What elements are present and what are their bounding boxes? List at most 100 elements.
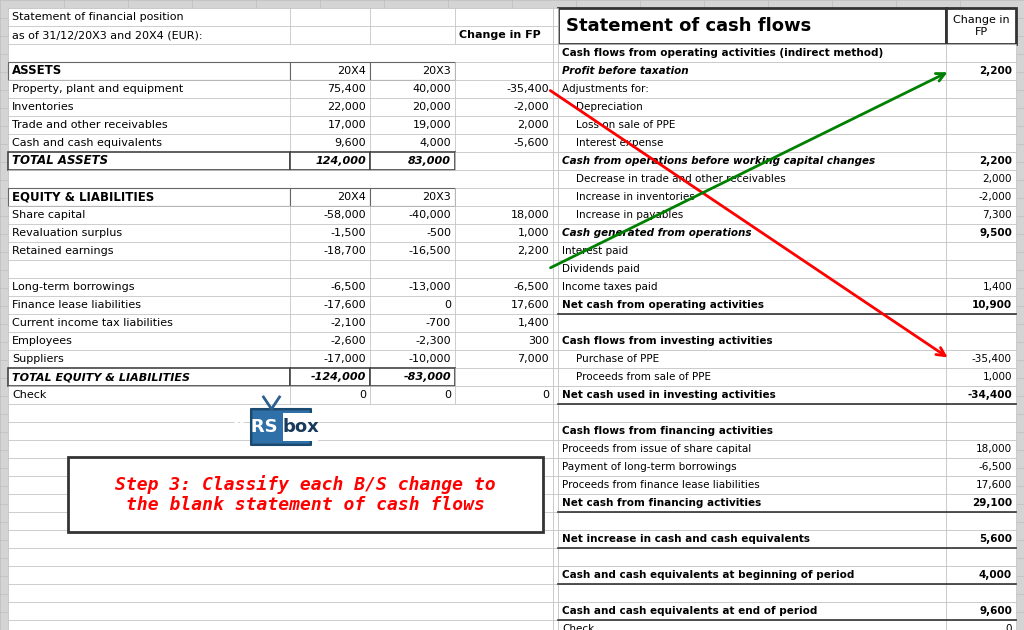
Text: -6,500: -6,500 [331,282,366,292]
Text: IFRS: IFRS [232,418,279,436]
Text: Loss on sale of PPE: Loss on sale of PPE [575,120,676,130]
Text: 7,300: 7,300 [982,210,1012,220]
Text: 1,000: 1,000 [517,228,549,238]
Bar [553,440,558,458]
Bar [946,602,1016,620]
Text: 17,000: 17,000 [328,120,366,130]
Bar [8,152,290,170]
Text: -500: -500 [426,228,451,238]
Bar [290,332,370,350]
Text: 18,000: 18,000 [510,210,549,220]
Text: 0: 0 [444,300,451,310]
Text: Net cash from operating activities: Net cash from operating activities [562,300,764,310]
Bar [553,188,558,206]
Text: Property, plant and equipment: Property, plant and equipment [12,84,183,94]
Text: -18,700: -18,700 [324,246,366,256]
Bar [455,62,553,80]
Text: Cash flows from investing activities: Cash flows from investing activities [562,336,773,346]
Bar [946,584,1016,602]
Bar [558,350,946,368]
Bar [553,332,558,350]
Text: Inventories: Inventories [12,102,75,112]
Text: Change in FP: Change in FP [459,30,541,40]
Text: -6,500: -6,500 [513,282,549,292]
Text: 1,400: 1,400 [517,318,549,328]
Bar [553,350,558,368]
Bar [946,512,1016,530]
Bar [553,386,558,404]
Bar [370,260,455,278]
Bar [946,224,1016,242]
Bar [8,422,553,440]
Text: 17,600: 17,600 [510,300,549,310]
Text: Net increase in cash and cash equivalents: Net increase in cash and cash equivalent… [562,534,810,544]
Bar [290,278,370,296]
Text: Step 3: Classify each B/S change to
the blank statement of cash flows: Step 3: Classify each B/S change to the … [115,474,496,514]
Bar [8,512,553,530]
Bar [553,170,558,188]
Text: Decrease in trade and other receivables: Decrease in trade and other receivables [575,174,785,184]
Text: Statement of cash flows: Statement of cash flows [566,17,811,35]
Text: 20X4: 20X4 [337,192,366,202]
Bar [455,98,553,116]
Text: 0: 0 [542,390,549,400]
Bar [455,368,553,386]
Bar [558,62,946,80]
Text: Long-term borrowings: Long-term borrowings [12,282,134,292]
Bar [455,386,553,404]
Text: 2,200: 2,200 [979,66,1012,76]
Bar [8,116,290,134]
Bar [8,260,290,278]
Text: 9,600: 9,600 [979,606,1012,616]
Text: -2,000: -2,000 [513,102,549,112]
Bar [8,296,290,314]
Text: Statement of financial position: Statement of financial position [12,12,183,22]
Text: 20X3: 20X3 [422,66,451,76]
Bar [946,314,1016,332]
Bar [553,620,558,630]
Text: Net cash used in investing activities: Net cash used in investing activities [562,390,776,400]
Bar [558,368,946,386]
Bar [553,458,558,476]
Text: Interest expense: Interest expense [575,138,664,148]
Text: 83,000: 83,000 [408,156,451,166]
Bar [8,386,290,404]
Bar [370,350,455,368]
Bar [558,548,946,566]
Text: 22,000: 22,000 [328,102,366,112]
Bar [8,224,290,242]
Bar [946,566,1016,584]
Bar [8,440,553,458]
Text: TOTAL ASSETS: TOTAL ASSETS [12,154,109,168]
Bar [946,260,1016,278]
Bar [553,368,558,386]
Bar [558,584,946,602]
Bar [370,188,455,206]
Bar [290,98,370,116]
Text: box: box [283,418,318,436]
Text: -1,500: -1,500 [331,228,366,238]
Text: 20X3: 20X3 [422,192,451,202]
Text: Change in
FP: Change in FP [952,15,1010,37]
Text: 300: 300 [528,336,549,346]
Bar [370,224,455,242]
Bar [558,152,946,170]
Text: Trade and other receivables: Trade and other receivables [12,120,168,130]
Bar [8,26,290,44]
Text: -35,400: -35,400 [972,354,1012,364]
Text: -2,100: -2,100 [331,318,366,328]
Bar [946,134,1016,152]
Bar [946,458,1016,476]
Bar [8,476,553,494]
Bar [290,314,370,332]
Text: Check: Check [12,390,46,400]
Bar [370,80,455,98]
Bar [946,62,1016,80]
Text: Cash generated from operations: Cash generated from operations [562,228,752,238]
Bar [558,8,946,44]
Text: -17,600: -17,600 [324,300,366,310]
Bar [8,566,553,584]
Bar [946,530,1016,548]
Bar [553,224,558,242]
Bar [553,494,558,512]
